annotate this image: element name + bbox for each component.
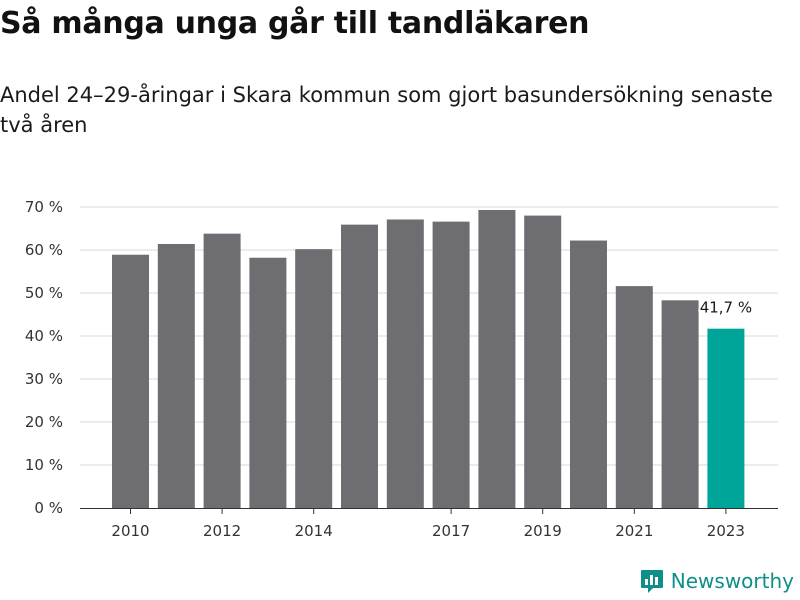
- bars: [112, 210, 745, 509]
- bar-2022: [661, 300, 699, 508]
- x-tick-label: 2023: [707, 522, 745, 540]
- bar-2016: [386, 219, 424, 508]
- y-tick-label: 50 %: [25, 284, 63, 302]
- y-tick-label: 30 %: [25, 370, 63, 388]
- x-tick-label: 2010: [111, 522, 149, 540]
- bar-2017: [432, 221, 470, 508]
- y-tick-label: 10 %: [25, 456, 63, 474]
- bar-2021: [615, 286, 653, 508]
- labels: 0 % 10 % 20 % 30 % 40 % 50 % 60 % 70 % 2010 2012 2…: [25, 198, 754, 540]
- newsworthy-logo-icon: [640, 570, 663, 593]
- bar-2019: [524, 215, 562, 508]
- bar-2013: [249, 257, 287, 508]
- bar-2015: [341, 224, 378, 508]
- x-tick-label: 2014: [295, 522, 333, 540]
- brand: Newsworthy: [639, 568, 794, 594]
- chart-title: Så många unga går till tandläkaren: [0, 6, 590, 41]
- bar-2012: [203, 233, 241, 508]
- bar-2011: [157, 243, 195, 509]
- chart-subtitle: Andel 24–29-åringar i Skara kommun som g…: [0, 83, 773, 137]
- bar-2018: [478, 210, 516, 508]
- brand-name: Newsworthy: [670, 569, 794, 593]
- x-tick-label: 2021: [615, 522, 653, 540]
- bar-2023: [707, 328, 745, 508]
- bar-2014: [295, 249, 333, 508]
- bar-2010: [112, 254, 149, 508]
- x-tick-label: 2019: [524, 522, 562, 540]
- axes: [80, 508, 778, 514]
- y-tick-label: 40 %: [25, 327, 63, 345]
- y-tick-label: 0 %: [34, 499, 63, 517]
- bar-2020: [570, 240, 607, 509]
- y-tick-label: 70 %: [25, 198, 63, 216]
- x-tick-label: 2017: [432, 522, 470, 540]
- y-tick-label: 20 %: [25, 413, 63, 431]
- x-tick-label: 2012: [203, 522, 241, 540]
- data-label-2023: 41,7 %: [700, 299, 752, 317]
- y-tick-label: 60 %: [25, 241, 63, 259]
